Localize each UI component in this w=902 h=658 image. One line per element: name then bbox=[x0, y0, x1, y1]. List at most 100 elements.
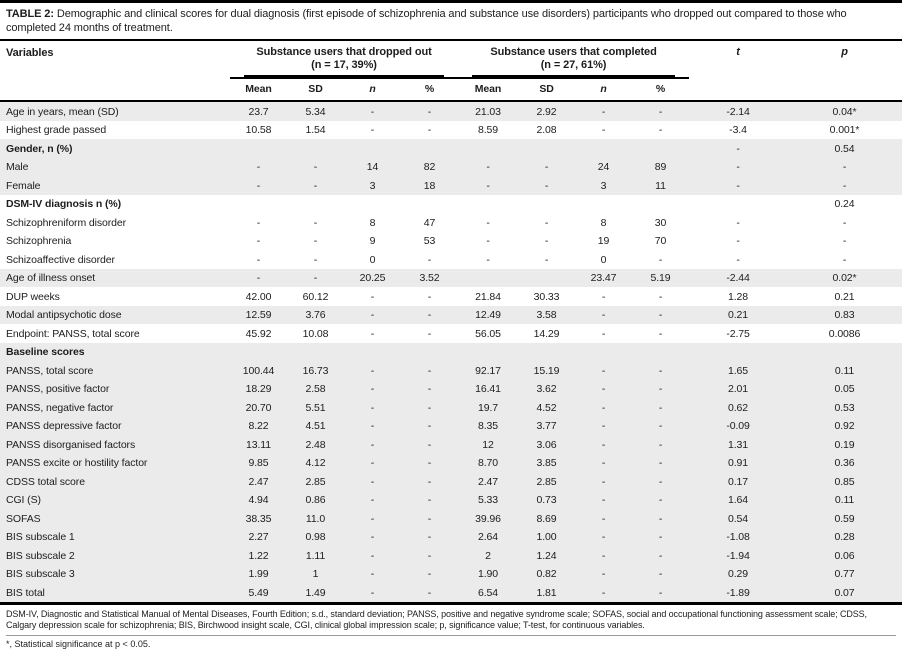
data-cell: 11.0 bbox=[305, 512, 326, 525]
data-cell bbox=[230, 343, 287, 362]
data-cell bbox=[689, 343, 787, 362]
data-cell: - bbox=[370, 549, 375, 562]
data-cell: - bbox=[658, 531, 663, 543]
data-cell: 0 bbox=[369, 253, 376, 266]
data-cell: 8.59 bbox=[477, 124, 499, 136]
data-cell: 12.59 bbox=[245, 309, 272, 321]
group-completed-title: Substance users that completed bbox=[490, 46, 657, 58]
data-cell: 38.35 bbox=[245, 512, 272, 525]
data-cell: -2.14 bbox=[726, 105, 750, 118]
data-cell: - bbox=[601, 364, 606, 377]
data-cell: - bbox=[370, 494, 375, 506]
data-cell bbox=[632, 195, 689, 214]
data-cell: - bbox=[370, 531, 375, 543]
table-row: Schizophreniform disorder - - 8 47 - - 8 30 - - bbox=[0, 213, 902, 232]
data-cell: 3.76 bbox=[305, 309, 326, 321]
data-cell bbox=[287, 343, 344, 362]
data-cell bbox=[458, 269, 518, 288]
data-cell: - bbox=[658, 327, 663, 340]
row-label: BIS subscale 2 bbox=[6, 549, 75, 562]
data-cell: - bbox=[427, 327, 432, 340]
data-cell: 13.11 bbox=[246, 438, 271, 451]
row-label: Schizoaffective disorder bbox=[6, 253, 115, 266]
data-cell: - bbox=[601, 401, 606, 414]
data-cell: - bbox=[601, 420, 606, 432]
data-cell: 18 bbox=[423, 179, 436, 192]
table-row: Gender, n (%) - 0.54 bbox=[0, 139, 902, 158]
row-label: PANSS excite or hostility factor bbox=[6, 457, 148, 469]
data-cell: - bbox=[427, 586, 432, 599]
footnote-significance: *, Statistical significance at p < 0.05. bbox=[6, 634, 896, 651]
data-cell: - bbox=[486, 235, 490, 247]
column-header-sd-2: SD bbox=[518, 77, 576, 102]
data-cell: - bbox=[256, 235, 261, 247]
data-cell: - bbox=[601, 549, 606, 562]
row-label: Age of illness onset bbox=[6, 272, 96, 284]
data-cell bbox=[287, 139, 344, 158]
data-cell: - bbox=[658, 475, 663, 488]
row-label: Baseline scores bbox=[6, 346, 85, 358]
data-cell bbox=[787, 343, 902, 362]
table-caption-text: Demographic and clinical scores for dual… bbox=[6, 8, 847, 34]
data-cell: 3.85 bbox=[536, 457, 557, 469]
table-row: BIS total 5.49 1.49 - - 6.54 1.81 - - -1.89 0.07 bbox=[0, 583, 902, 603]
data-cell: - bbox=[427, 401, 432, 414]
row-label: Male bbox=[6, 161, 29, 173]
data-cell: 8.35 bbox=[477, 420, 499, 432]
data-cell: 0.54 bbox=[728, 512, 749, 525]
column-header-n-1: n bbox=[344, 77, 401, 102]
data-cell: 23.7 bbox=[248, 105, 269, 118]
table-number: TABLE 2: bbox=[6, 8, 54, 20]
footnotes: DSM-IV, Diagnostic and Statistical Manua… bbox=[0, 605, 902, 651]
data-cell: 39.96 bbox=[475, 512, 501, 525]
row-label: PANSS disorganised factors bbox=[6, 438, 136, 451]
data-cell: 3 bbox=[369, 179, 376, 192]
data-cell: - bbox=[658, 549, 663, 562]
data-cell: - bbox=[370, 475, 375, 488]
data-cell: 30.33 bbox=[533, 290, 560, 303]
data-cell bbox=[458, 139, 518, 158]
data-cell: - bbox=[601, 290, 606, 303]
data-cell: - bbox=[486, 216, 490, 229]
data-cell: - bbox=[370, 290, 375, 303]
data-cell: 0.07 bbox=[834, 586, 855, 599]
data-cell: - bbox=[658, 438, 663, 451]
data-cell: - bbox=[601, 457, 606, 469]
data-cell bbox=[344, 195, 401, 214]
data-cell: 6.54 bbox=[477, 586, 499, 599]
data-cell: - bbox=[313, 216, 318, 229]
data-cell: - bbox=[842, 161, 847, 173]
data-cell: 23.47 bbox=[590, 272, 617, 284]
data-cell: -1.08 bbox=[726, 531, 750, 543]
data-cell: - bbox=[658, 290, 663, 303]
data-cell: 1.54 bbox=[305, 124, 326, 136]
data-cell: - bbox=[658, 512, 663, 525]
data-cell: 0.53 bbox=[834, 401, 855, 414]
data-cell: - bbox=[256, 253, 261, 266]
data-cell: 3.52 bbox=[419, 272, 440, 284]
data-cell: 0.21 bbox=[834, 290, 855, 303]
data-cell: 2.92 bbox=[536, 105, 557, 118]
data-cell: - bbox=[427, 494, 432, 506]
table-row: Age of illness onset - - 20.25 3.52 23.47 5.19… bbox=[0, 268, 902, 288]
column-header-t: t bbox=[689, 39, 788, 102]
data-cell: 1.31 bbox=[728, 438, 749, 451]
data-cell: 3 bbox=[600, 179, 607, 192]
table-row: Baseline scores bbox=[0, 342, 902, 362]
data-cell: 8.70 bbox=[477, 457, 499, 469]
table-row: Age in years, mean (SD) 23.7 5.34 - - 21.03 2.… bbox=[0, 101, 902, 121]
data-cell: 5.34 bbox=[305, 105, 326, 118]
data-cell: - bbox=[427, 512, 432, 525]
data-cell: - bbox=[313, 235, 318, 247]
data-cell: 0.92 bbox=[834, 420, 855, 432]
data-cell: 1.49 bbox=[305, 586, 326, 599]
data-cell: - bbox=[601, 568, 606, 580]
data-cell: 0.04* bbox=[832, 105, 857, 118]
row-label: BIS subscale 3 bbox=[6, 568, 75, 580]
data-cell: - bbox=[427, 457, 432, 469]
data-cell: - bbox=[601, 531, 606, 543]
data-cell: -0.09 bbox=[726, 420, 750, 432]
data-cell: 21.03 bbox=[475, 105, 501, 118]
data-cell: 0.59 bbox=[834, 512, 855, 525]
row-label: Gender, n (%) bbox=[6, 142, 73, 155]
